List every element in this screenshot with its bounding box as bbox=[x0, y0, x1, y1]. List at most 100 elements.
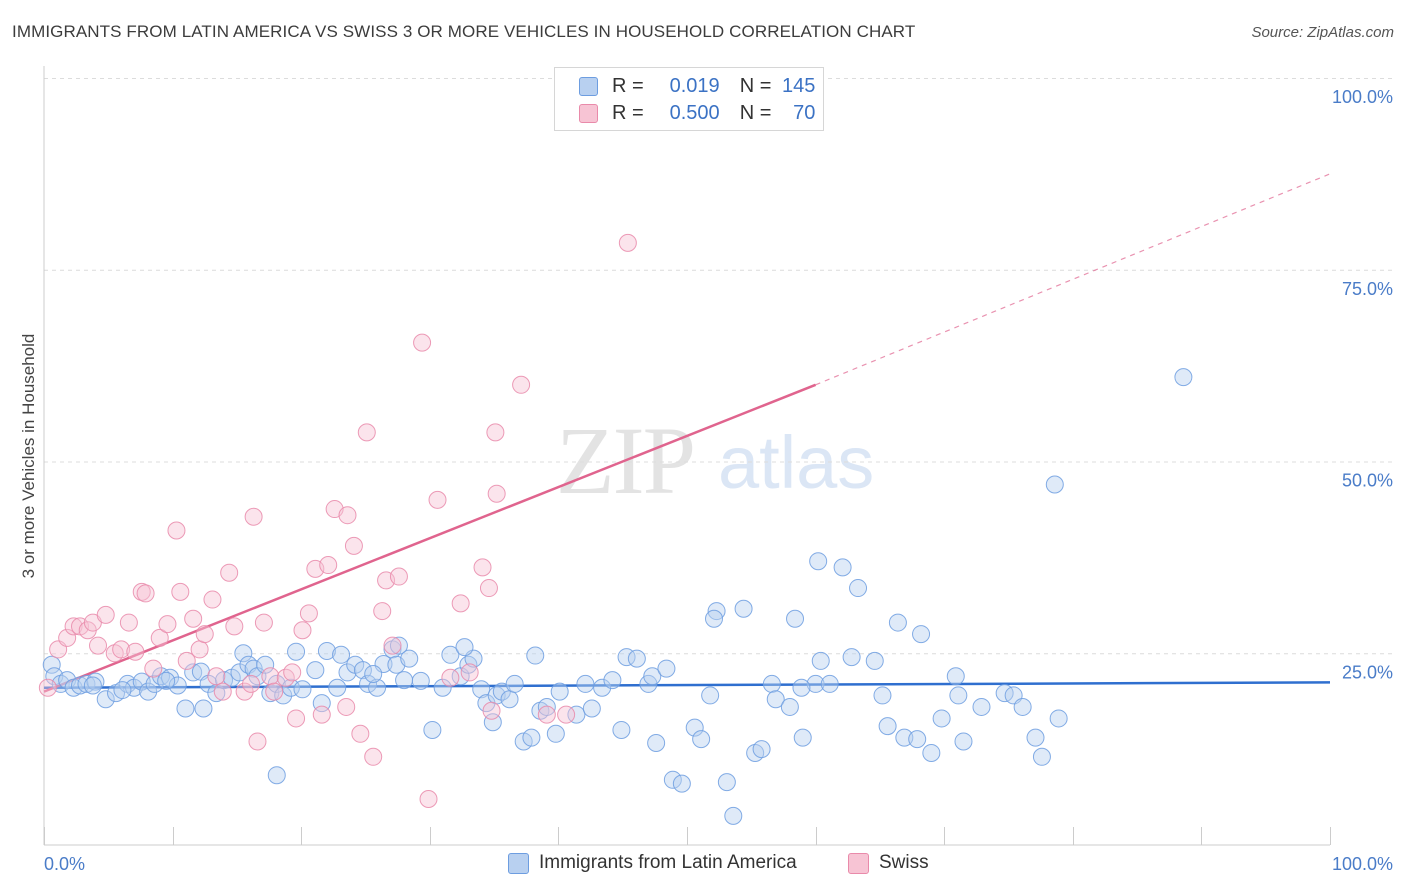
bottom-legend-swatch-blue bbox=[508, 852, 529, 874]
point-immigrants bbox=[724, 806, 743, 825]
point-swiss bbox=[136, 584, 155, 603]
point-swiss bbox=[299, 604, 318, 623]
point-immigrants bbox=[550, 682, 569, 701]
point-swiss bbox=[235, 682, 254, 701]
x-tick-labels: 0.0% 100.0% bbox=[44, 854, 1393, 874]
point-swiss bbox=[254, 613, 273, 632]
legend-row-immigrants: R = 0.019 N = 145 bbox=[555, 73, 815, 99]
point-immigrants bbox=[96, 690, 115, 709]
point-immigrants bbox=[946, 667, 965, 686]
point-immigrants bbox=[949, 686, 968, 705]
point-swiss bbox=[312, 705, 331, 724]
point-immigrants bbox=[199, 674, 218, 693]
point-swiss bbox=[112, 640, 131, 659]
point-immigrants bbox=[567, 705, 586, 724]
point-immigrants bbox=[1032, 747, 1051, 766]
y-tick-label: 100.0% bbox=[1332, 87, 1393, 107]
point-immigrants bbox=[849, 579, 868, 598]
axes bbox=[43, 66, 1331, 846]
point-immigrants bbox=[332, 645, 351, 664]
point-immigrants bbox=[627, 649, 646, 668]
point-immigrants bbox=[364, 664, 383, 683]
point-immigrants bbox=[317, 641, 336, 660]
point-immigrants bbox=[809, 552, 828, 571]
point-immigrants bbox=[287, 642, 306, 661]
point-immigrants bbox=[717, 773, 736, 792]
point-immigrants bbox=[806, 674, 825, 693]
point-swiss bbox=[344, 536, 363, 555]
point-swiss bbox=[486, 423, 505, 442]
point-immigrants bbox=[395, 671, 414, 690]
point-swiss bbox=[512, 375, 531, 394]
point-immigrants bbox=[912, 625, 931, 644]
x-tick-label: 100.0% bbox=[1332, 854, 1393, 874]
x-tick-label: 0.0% bbox=[44, 854, 85, 874]
point-swiss bbox=[338, 506, 357, 525]
trend-line-swiss bbox=[43, 383, 817, 693]
point-swiss bbox=[557, 705, 576, 724]
point-immigrants bbox=[685, 718, 704, 737]
point-immigrants bbox=[734, 599, 753, 618]
point-swiss bbox=[351, 724, 370, 743]
point-swiss bbox=[64, 617, 83, 636]
point-immigrants bbox=[842, 648, 861, 667]
point-immigrants bbox=[184, 663, 203, 682]
bottom-legend-swatch-pink bbox=[848, 852, 869, 874]
point-immigrants bbox=[766, 690, 785, 709]
point-swiss bbox=[373, 602, 392, 621]
point-immigrants bbox=[400, 649, 419, 668]
trend-line-swiss-extension bbox=[815, 173, 1331, 386]
bottom-legend-label: Immigrants from Latin America bbox=[539, 852, 797, 873]
point-swiss bbox=[319, 556, 338, 575]
point-swiss bbox=[58, 628, 77, 647]
point-swiss bbox=[190, 640, 209, 659]
bottom-legend-swiss: Swiss bbox=[848, 852, 929, 874]
point-swiss bbox=[248, 732, 267, 751]
point-swiss bbox=[261, 667, 280, 686]
point-immigrants bbox=[908, 730, 927, 749]
point-immigrants bbox=[865, 651, 884, 670]
point-immigrants bbox=[441, 645, 460, 664]
point-immigrants bbox=[256, 655, 275, 674]
point-immigrants bbox=[139, 682, 158, 701]
legend-n-value: 70 bbox=[793, 101, 816, 124]
point-immigrants bbox=[663, 770, 682, 789]
point-swiss bbox=[441, 668, 460, 687]
point-immigrants bbox=[411, 671, 430, 690]
point-swiss bbox=[89, 636, 108, 655]
point-immigrants bbox=[820, 674, 839, 693]
trend-lines bbox=[43, 173, 1331, 693]
point-immigrants bbox=[281, 678, 300, 697]
point-swiss bbox=[364, 747, 383, 766]
point-immigrants bbox=[368, 678, 387, 697]
point-immigrants bbox=[576, 674, 595, 693]
point-swiss bbox=[428, 490, 447, 509]
point-immigrants bbox=[1045, 475, 1064, 494]
point-swiss bbox=[460, 663, 479, 682]
point-swiss bbox=[451, 594, 470, 613]
point-swiss bbox=[38, 678, 57, 697]
point-immigrants bbox=[647, 733, 666, 752]
point-immigrants bbox=[145, 674, 164, 693]
point-swiss bbox=[195, 625, 214, 644]
legend-n-value: 145 bbox=[782, 74, 816, 97]
point-immigrants bbox=[932, 709, 951, 728]
point-immigrants bbox=[922, 743, 941, 762]
point-swiss bbox=[389, 567, 408, 586]
point-immigrants bbox=[306, 661, 325, 680]
y-tick-label: 25.0% bbox=[1342, 662, 1393, 682]
point-swiss bbox=[283, 663, 302, 682]
point-swiss bbox=[167, 521, 186, 540]
point-swiss bbox=[244, 507, 263, 526]
point-immigrants bbox=[546, 724, 565, 743]
bottom-legend-label: Swiss bbox=[879, 852, 929, 873]
point-immigrants bbox=[701, 686, 720, 705]
point-immigrants bbox=[267, 766, 286, 785]
trend-line-immigrants bbox=[43, 681, 1331, 690]
point-immigrants bbox=[762, 674, 781, 693]
point-immigrants bbox=[873, 686, 892, 705]
legend-r-value: 0.500 bbox=[669, 101, 720, 124]
point-immigrants bbox=[603, 671, 622, 690]
legend-r-label: R = bbox=[612, 101, 644, 124]
point-immigrants bbox=[274, 686, 293, 705]
